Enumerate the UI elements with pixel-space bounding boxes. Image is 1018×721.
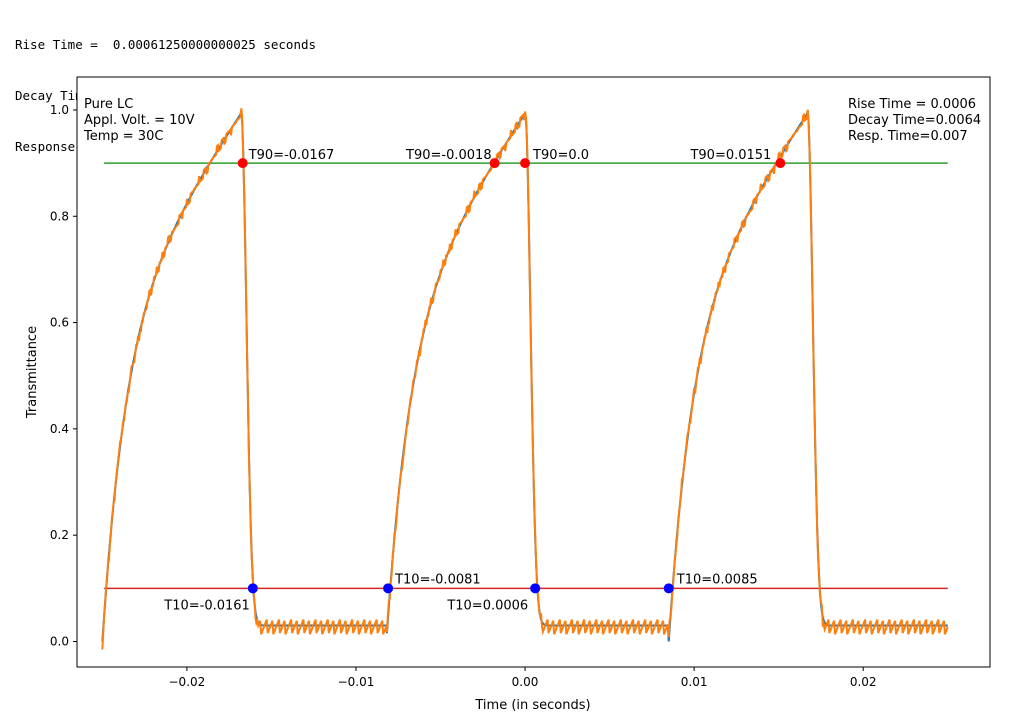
t90-label: T90=-0.0018 (405, 148, 492, 163)
x-tick-label: 0.01 (681, 675, 708, 689)
t90-label: T90=0.0 (532, 148, 589, 163)
t90-point (775, 158, 785, 168)
annotation-sample: Pure LC (84, 97, 133, 112)
annotation-decay-time: Decay Time=0.0064 (848, 113, 981, 128)
plot-area (77, 77, 990, 667)
annotation-rise-time: Rise Time = 0.0006 (848, 97, 976, 112)
x-tick-label: −0.02 (169, 675, 206, 689)
t10-label: T10=-0.0161 (163, 598, 250, 613)
top-right-annotation: Rise Time = 0.0006 Decay Time=0.0064 Res… (848, 97, 985, 144)
annotation-response-time: Resp. Time=0.007 (848, 129, 968, 144)
y-tick-label: 0.8 (50, 209, 69, 223)
y-tick-label: 0.6 (50, 316, 69, 330)
y-tick-label: 0.2 (50, 528, 69, 542)
x-tick-label: −0.01 (338, 675, 375, 689)
t10-point (530, 583, 540, 593)
y-tick-label: 0.0 (50, 634, 69, 648)
x-axis-label: Time (in seconds) (474, 698, 590, 713)
t90-label: T90=-0.0167 (248, 148, 335, 163)
t10-label: T10=0.0085 (676, 572, 758, 587)
annotation-temperature: Temp = 30C (83, 129, 163, 144)
t10-point (383, 583, 393, 593)
x-tick-label: 0.00 (512, 675, 539, 689)
t10-point (664, 583, 674, 593)
y-tick-label: 1.0 (50, 103, 69, 117)
t10-point (248, 583, 258, 593)
annotation-voltage: Appl. Volt. = 10V (84, 113, 195, 128)
x-tick-label: 0.02 (850, 675, 877, 689)
t90-point (238, 158, 248, 168)
t10-label: T10=0.0006 (446, 598, 528, 613)
y-tick-label: 0.4 (50, 422, 69, 436)
y-axis-label: Transmittance (25, 326, 40, 419)
t10-label: T10=-0.0081 (394, 572, 481, 587)
t90-point (520, 158, 530, 168)
t90-label: T90=0.0151 (689, 148, 771, 163)
